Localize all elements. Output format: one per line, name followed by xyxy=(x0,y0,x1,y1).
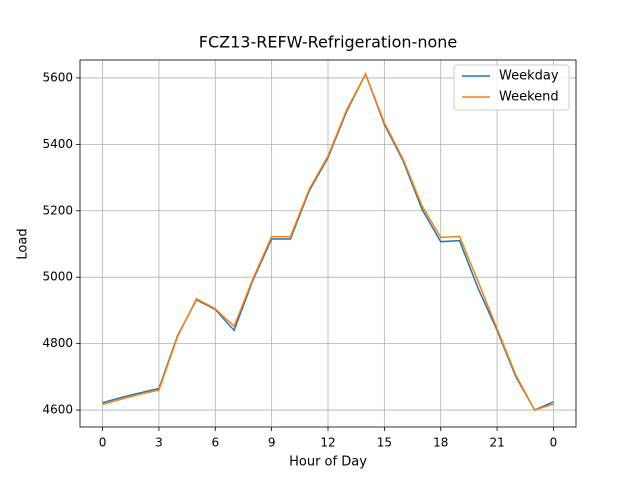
plot-frame xyxy=(79,59,577,428)
x-tick-label: 9 xyxy=(268,436,276,450)
chart-title: FCZ13-REFW-Refrigeration-none xyxy=(199,33,457,52)
y-tick-label: 5200 xyxy=(42,203,73,217)
x-tick-label: 21 xyxy=(489,436,504,450)
y-tick-label: 4800 xyxy=(42,336,73,350)
x-tick-label: 0 xyxy=(99,436,107,450)
y-tick-label: 4600 xyxy=(42,403,73,417)
x-tick-label: 12 xyxy=(320,436,335,450)
x-tick-label: 18 xyxy=(433,436,448,450)
y-tick-label: 5000 xyxy=(42,270,73,284)
legend-label: Weekend xyxy=(499,90,559,105)
y-tick-label: 5400 xyxy=(42,137,73,151)
x-tick-label: 0 xyxy=(550,436,558,450)
y-tick-label: 5600 xyxy=(42,70,73,84)
legend-label: Weekday xyxy=(499,69,559,84)
x-tick-label: 6 xyxy=(211,436,219,450)
y-axis-label: Load xyxy=(16,228,31,259)
x-tick-label: 3 xyxy=(155,436,163,450)
x-axis-label: Hour of Day xyxy=(289,455,367,470)
data-line xyxy=(102,72,554,411)
x-tick-label: 15 xyxy=(377,436,392,450)
